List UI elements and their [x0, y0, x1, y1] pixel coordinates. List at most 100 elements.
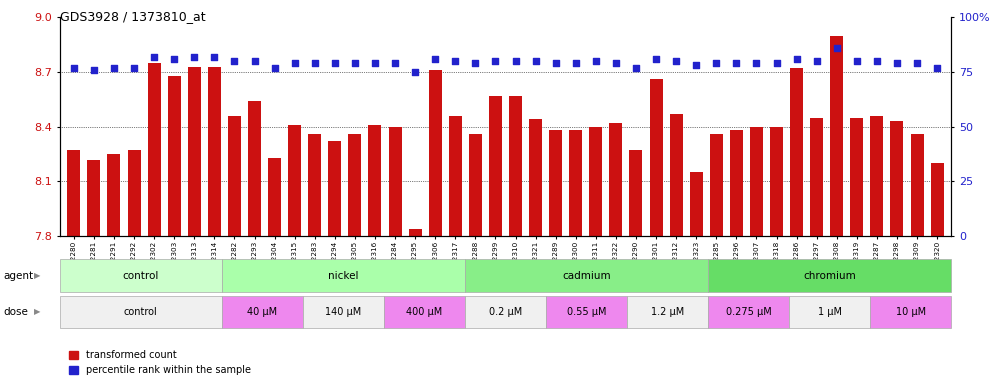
Bar — [248, 101, 261, 236]
Point — [929, 65, 945, 71]
Bar — [167, 76, 180, 236]
Bar — [288, 125, 301, 236]
Text: 10 μM: 10 μM — [895, 307, 925, 317]
Text: 400 μM: 400 μM — [406, 307, 442, 317]
Point — [508, 58, 524, 64]
Bar — [590, 127, 603, 236]
Point — [186, 54, 202, 60]
Bar — [228, 116, 241, 236]
Bar — [549, 130, 562, 236]
Bar — [529, 119, 542, 236]
Bar — [449, 116, 462, 236]
Text: 140 μM: 140 μM — [326, 307, 362, 317]
Bar — [649, 79, 662, 236]
Bar — [349, 134, 362, 236]
Point — [829, 45, 845, 51]
Bar — [329, 141, 342, 236]
Bar — [268, 158, 281, 236]
Bar — [610, 123, 622, 236]
Bar — [730, 130, 743, 236]
Text: control: control — [124, 307, 157, 317]
Text: 0.55 μM: 0.55 μM — [567, 307, 607, 317]
Point — [608, 60, 623, 66]
Text: nickel: nickel — [328, 270, 359, 281]
Point — [889, 60, 905, 66]
Point — [387, 60, 403, 66]
Bar — [790, 68, 803, 236]
Bar — [308, 134, 322, 236]
Text: ▶: ▶ — [34, 308, 41, 316]
Point — [106, 65, 122, 71]
Text: chromium: chromium — [803, 270, 856, 281]
Text: ▶: ▶ — [34, 271, 41, 280]
Point — [407, 69, 423, 75]
Bar — [147, 63, 160, 236]
Point — [487, 58, 503, 64]
Point — [789, 56, 805, 62]
Point — [909, 60, 925, 66]
Point — [247, 58, 263, 64]
Point — [307, 60, 323, 66]
Bar — [570, 130, 583, 236]
Bar — [408, 229, 421, 236]
Bar — [208, 66, 221, 236]
Text: 40 μM: 40 μM — [247, 307, 278, 317]
Point — [648, 56, 664, 62]
Point — [126, 65, 142, 71]
Bar — [509, 96, 522, 236]
Point — [66, 65, 82, 71]
Point — [287, 60, 303, 66]
Text: cadmium: cadmium — [562, 270, 611, 281]
Point — [849, 58, 865, 64]
Bar — [127, 151, 140, 236]
Point — [206, 54, 222, 60]
Point — [427, 56, 443, 62]
Bar — [489, 96, 502, 236]
Bar — [469, 134, 482, 236]
Point — [628, 65, 644, 71]
Bar — [629, 151, 642, 236]
Text: 1 μM: 1 μM — [818, 307, 842, 317]
Point — [548, 60, 564, 66]
Point — [588, 58, 604, 64]
Bar — [831, 35, 844, 236]
Text: agent: agent — [3, 270, 33, 281]
Point — [688, 62, 704, 68]
Text: 0.2 μM: 0.2 μM — [489, 307, 522, 317]
Text: 0.275 μM: 0.275 μM — [726, 307, 772, 317]
Bar — [770, 127, 783, 236]
Bar — [669, 114, 682, 236]
Bar — [369, 125, 381, 236]
Point — [748, 60, 764, 66]
Point — [367, 60, 382, 66]
Point — [166, 56, 182, 62]
Legend: transformed count, percentile rank within the sample: transformed count, percentile rank withi… — [65, 346, 255, 379]
Point — [869, 58, 884, 64]
Bar — [810, 118, 823, 236]
Point — [447, 58, 463, 64]
Bar — [108, 154, 121, 236]
Text: GDS3928 / 1373810_at: GDS3928 / 1373810_at — [60, 10, 205, 23]
Point — [146, 54, 162, 60]
Point — [86, 67, 102, 73]
Point — [568, 60, 584, 66]
Point — [267, 65, 283, 71]
Bar — [910, 134, 923, 236]
Bar — [388, 127, 401, 236]
Point — [708, 60, 724, 66]
Text: control: control — [123, 270, 159, 281]
Point — [327, 60, 343, 66]
Bar — [890, 121, 903, 236]
Point — [467, 60, 483, 66]
Text: dose: dose — [3, 307, 28, 317]
Point — [668, 58, 684, 64]
Bar — [851, 118, 864, 236]
Point — [809, 58, 825, 64]
Bar — [88, 159, 101, 236]
Bar — [689, 172, 703, 236]
Bar — [871, 116, 883, 236]
Point — [769, 60, 785, 66]
Point — [347, 60, 363, 66]
Point — [728, 60, 744, 66]
Point — [528, 58, 544, 64]
